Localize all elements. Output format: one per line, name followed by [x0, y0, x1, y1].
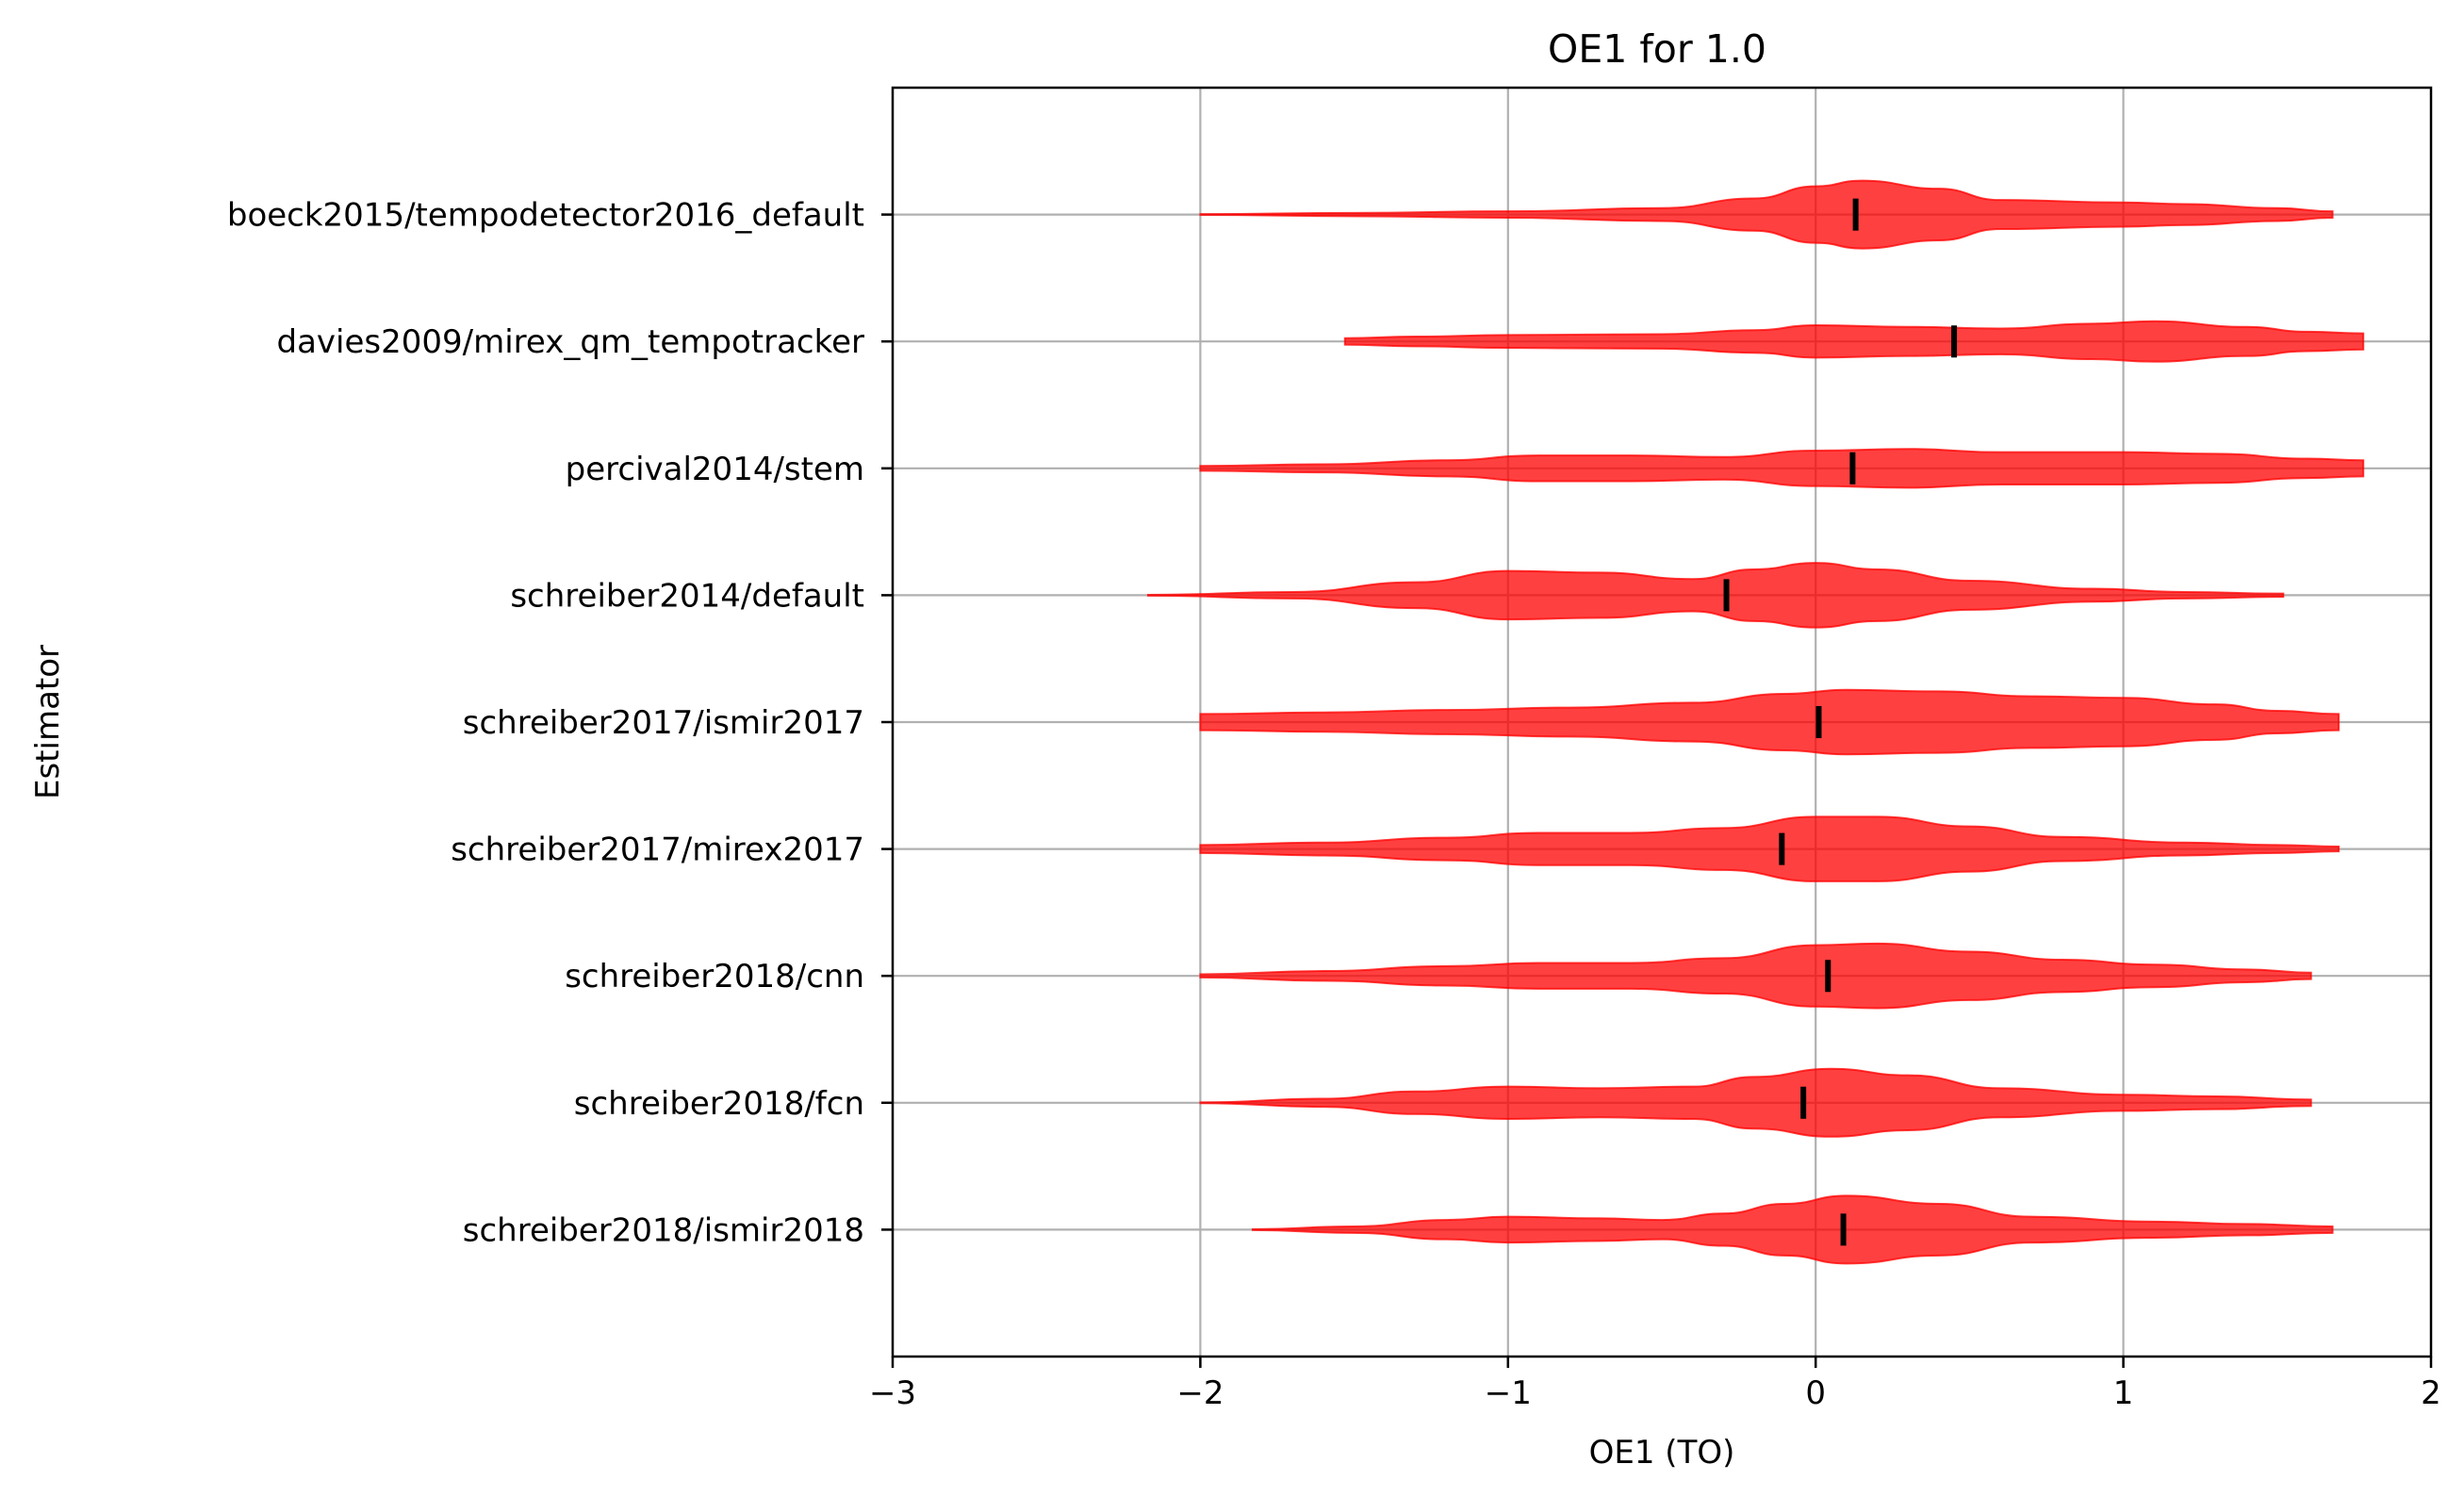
x-tick-label: 2	[2421, 1374, 2441, 1412]
x-tick-label: −1	[1485, 1374, 1532, 1412]
median-markers	[1723, 198, 1958, 1246]
y-axis-label: Estimator	[29, 645, 67, 799]
estimator-label: schreiber2018/ismir2018	[463, 1211, 864, 1249]
x-axis-label: OE1 (TO)	[1589, 1434, 1735, 1472]
violin-body	[1199, 815, 2341, 882]
estimator-label: schreiber2018/fcn	[574, 1085, 864, 1123]
chart-title: OE1 for 1.0	[1548, 26, 1766, 72]
violin-body	[1251, 1194, 2334, 1265]
violin-body	[1199, 448, 2365, 489]
y-axis-ticks: boeck2015/tempodetector2016_defaultdavie…	[227, 197, 893, 1249]
violin-body	[1199, 942, 2312, 1010]
estimator-label: schreiber2014/default	[510, 577, 864, 615]
x-tick-label: 1	[2113, 1374, 2134, 1412]
estimator-label: schreiber2017/ismir2017	[463, 704, 864, 742]
estimator-label: boeck2015/tempodetector2016_default	[227, 197, 864, 235]
violin-body	[1199, 179, 2334, 250]
estimator-label: schreiber2018/cnn	[565, 958, 864, 995]
violin-body	[1343, 320, 2365, 363]
violin-body	[1199, 688, 2341, 756]
x-axis-ticks: −3 −2 −1 0 1 2	[869, 1357, 2441, 1412]
estimator-label: schreiber2017/mirex2017	[451, 831, 864, 869]
estimator-label: davies2009/mirex_qm_tempotracker	[276, 323, 864, 361]
x-tick-label: −3	[869, 1374, 916, 1412]
estimator-label: percival2014/stem	[566, 451, 864, 488]
violins	[1146, 179, 2365, 1265]
violin-body	[1199, 1067, 2312, 1138]
x-tick-label: −2	[1176, 1374, 1224, 1412]
violin-body	[1146, 562, 2285, 629]
x-tick-label: 0	[1805, 1374, 1826, 1412]
